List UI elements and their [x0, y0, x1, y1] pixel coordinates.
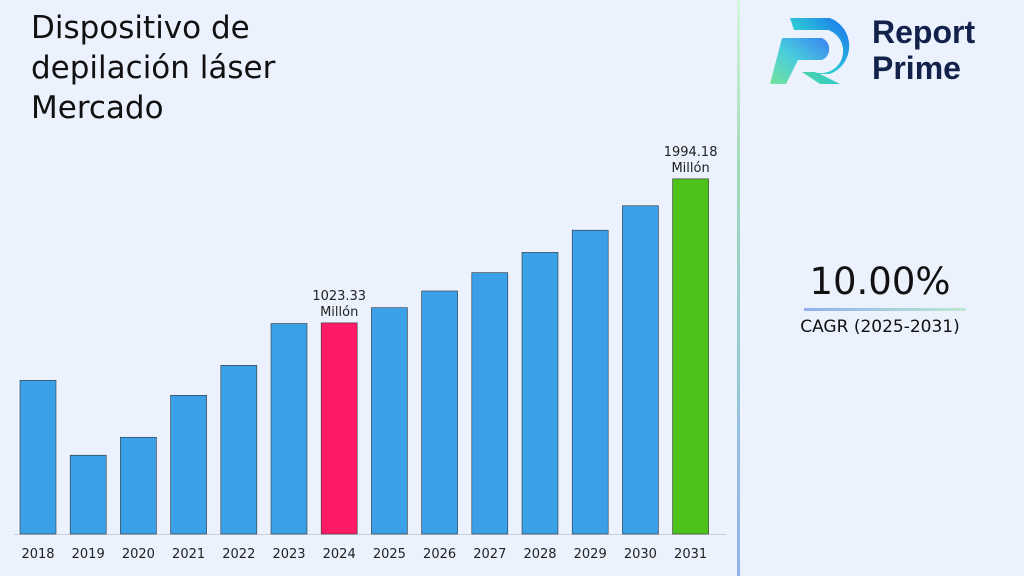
- divider: [737, 0, 740, 576]
- x-tick-label-2021: 2021: [172, 547, 205, 562]
- cagr-underline: [804, 308, 966, 311]
- data-label-2024: 1023.33: [312, 289, 366, 304]
- bar-2025: [371, 307, 408, 535]
- x-tick-label-2019: 2019: [72, 547, 105, 562]
- report-prime-logo-icon: [770, 18, 850, 84]
- x-tick-label-2029: 2029: [574, 547, 607, 562]
- cagr-label: CAGR (2025-2031): [800, 317, 960, 337]
- x-tick-label-2027: 2027: [473, 547, 506, 562]
- x-tick-label-2028: 2028: [523, 547, 556, 562]
- bar-2030: [622, 205, 659, 535]
- x-tick-label-2022: 2022: [222, 547, 255, 562]
- x-tick-label-2024: 2024: [323, 547, 356, 562]
- bar-2024: [320, 322, 358, 535]
- x-tick-label-2023: 2023: [272, 547, 305, 562]
- cagr-value: 10.00%: [809, 260, 951, 303]
- bar-2027: [471, 272, 509, 535]
- logo-text-prime: Prime: [872, 50, 961, 86]
- chart-title: Dispositivo de depilación láser Mercado: [31, 10, 276, 126]
- logo-text: Report Prime: [872, 14, 975, 86]
- bar-2028: [521, 252, 559, 535]
- bar-2021: [170, 395, 207, 535]
- logo-text-report: Report: [872, 14, 976, 50]
- bar-2020: [120, 436, 157, 535]
- x-tick-label-2025: 2025: [373, 547, 406, 562]
- bar-2022: [220, 365, 258, 535]
- bar-chart: 2018 2019 2020 2021 2022 2023 2024 2025 2026 2027…: [14, 145, 726, 562]
- data-label-2024: Millón: [320, 305, 358, 320]
- bar-2023: [270, 323, 308, 535]
- data-label-2031: 1994.18: [664, 145, 718, 160]
- x-tick-label-2031: 2031: [674, 547, 707, 562]
- bar-2018: [19, 380, 57, 535]
- bar-2029: [571, 229, 609, 535]
- bar-2019: [69, 454, 107, 535]
- bar-2031: [672, 178, 709, 535]
- x-tick-label-2018: 2018: [21, 547, 54, 562]
- x-tick-label-2026: 2026: [423, 547, 456, 562]
- x-tick-label-2020: 2020: [122, 547, 155, 562]
- x-tick-label-2030: 2030: [624, 547, 657, 562]
- data-label-2031: Millón: [671, 161, 709, 176]
- bar-2026: [421, 290, 458, 535]
